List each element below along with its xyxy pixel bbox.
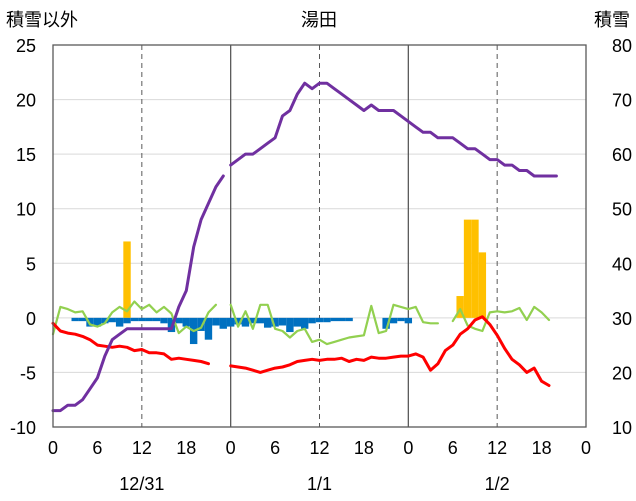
bar-snow_change xyxy=(138,317,146,322)
bar-snow_change xyxy=(130,317,139,322)
bar-precipitation xyxy=(123,241,131,318)
bar-precipitation xyxy=(456,296,464,318)
date-label: 12/31 xyxy=(119,474,164,494)
right-tick-label: 80 xyxy=(612,36,632,56)
left-axis-label: 積雪以外 xyxy=(6,10,78,31)
x-tick-label: 0 xyxy=(581,438,591,458)
bar-snow_change xyxy=(308,317,316,324)
chart-lines xyxy=(51,81,558,413)
bar-precipitation xyxy=(471,219,479,318)
bar-snow_change xyxy=(397,317,405,322)
right-axis-ticks: 10 20 30 40 50 60 70 80 xyxy=(612,36,632,438)
bar-snow_change xyxy=(278,317,287,326)
left-tick-label: 5 xyxy=(26,254,36,274)
bar-snow_change xyxy=(256,317,264,324)
line-temperature xyxy=(229,315,551,387)
right-tick-label: 20 xyxy=(612,363,632,383)
x-tick-label: 6 xyxy=(270,438,280,458)
bar-snow_change xyxy=(204,317,213,340)
bar-snow_change xyxy=(271,317,279,327)
x-tick-label: 0 xyxy=(226,438,236,458)
line-sunshine xyxy=(229,303,439,346)
right-tick-label: 60 xyxy=(612,145,632,165)
left-axis-ticks: -10 -5 0 5 10 15 20 25 xyxy=(10,36,36,438)
right-tick-label: 30 xyxy=(612,309,632,329)
x-tick-label: 18 xyxy=(354,438,374,458)
plot-frame xyxy=(52,44,587,428)
x-tick-label: 0 xyxy=(48,438,58,458)
bar-snow_change xyxy=(241,317,250,327)
bar-snow_change xyxy=(175,317,183,324)
bar-snow_change xyxy=(249,317,257,324)
bar-snow_change xyxy=(323,317,331,323)
x-tick-label: 12 xyxy=(132,438,152,458)
right-tick-label: 50 xyxy=(612,200,632,220)
bar-snow_change xyxy=(115,317,124,327)
bar-snow_change xyxy=(219,317,227,329)
bar-snow_change xyxy=(345,317,353,322)
bar-snow_change xyxy=(234,317,242,325)
bar-snow_change xyxy=(182,317,190,327)
left-tick-label: 0 xyxy=(26,309,36,329)
right-axis-label: 積雪 xyxy=(594,10,630,31)
bar-snow_change xyxy=(404,317,413,324)
bar-snow_change xyxy=(197,317,205,331)
bar-snow_change xyxy=(286,317,294,333)
date-label: 1/2 xyxy=(485,474,510,494)
bar-snow_change xyxy=(389,317,398,324)
bar-snow_change xyxy=(263,317,272,328)
left-tick-label: 20 xyxy=(16,91,36,111)
bar-snow_change xyxy=(93,317,102,327)
date-labels: 12/31 1/1 1/2 xyxy=(119,474,509,494)
bar-precipitation xyxy=(478,252,487,318)
left-tick-label: -5 xyxy=(20,363,36,383)
plot-border xyxy=(52,44,587,428)
x-tick-label: 6 xyxy=(448,438,458,458)
bar-snow_change xyxy=(330,317,339,322)
bar-snow_change xyxy=(123,317,131,324)
bar-snow_change xyxy=(145,317,153,322)
bar-snow_change xyxy=(315,317,324,323)
bar-precipitation xyxy=(463,219,472,318)
bar-snow_change xyxy=(78,317,87,322)
left-tick-label: 25 xyxy=(16,36,36,56)
x-tick-label: 0 xyxy=(403,438,413,458)
x-tick-label: 12 xyxy=(309,438,329,458)
bar-snow_change xyxy=(108,317,116,323)
bar-snow_change xyxy=(338,317,346,322)
x-tick-label: 6 xyxy=(92,438,102,458)
x-axis-ticks: 0 6 12 18 0 6 12 18 0 6 12 18 0 xyxy=(48,438,591,458)
chart-title: 湯田 xyxy=(301,10,337,31)
bar-snow_change xyxy=(300,317,309,329)
line-sunshine xyxy=(51,300,217,336)
left-tick-label: 15 xyxy=(16,145,36,165)
x-tick-label: 18 xyxy=(176,438,196,458)
bar-snow_change xyxy=(293,317,301,327)
bar-snow_change xyxy=(101,317,109,324)
right-tick-label: 10 xyxy=(612,418,632,438)
chart-gridlines xyxy=(53,44,586,428)
x-tick-label: 18 xyxy=(532,438,552,458)
bar-snow_change xyxy=(226,317,235,327)
bar-snow_change xyxy=(71,317,79,322)
bar-snow_change xyxy=(212,317,220,326)
line-snow_depth xyxy=(229,81,558,178)
bar-snow_change xyxy=(160,317,168,324)
x-tick-label: 12 xyxy=(487,438,507,458)
right-tick-label: 70 xyxy=(612,91,632,111)
right-tick-label: 40 xyxy=(612,254,632,274)
left-tick-label: 10 xyxy=(16,200,36,220)
bar-snow_change xyxy=(382,317,390,329)
chart-bars xyxy=(71,219,487,345)
date-label: 1/1 xyxy=(307,474,332,494)
line-temperature xyxy=(51,321,210,366)
bar-snow_change xyxy=(152,317,161,322)
left-tick-label: -10 xyxy=(10,418,36,438)
line-snow_depth xyxy=(51,174,225,413)
